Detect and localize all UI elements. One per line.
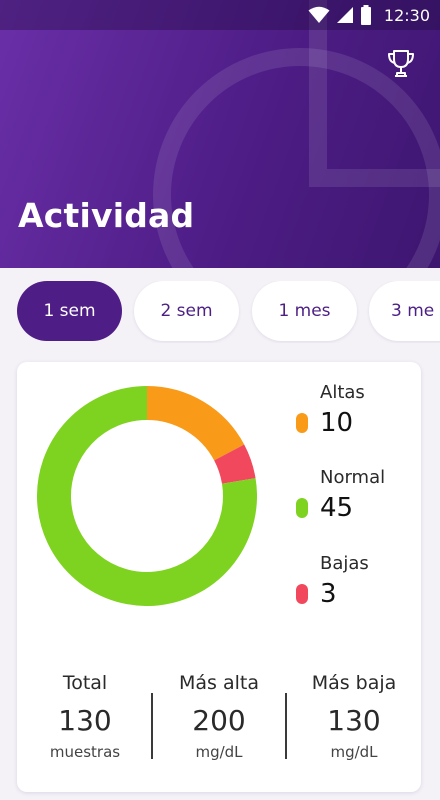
- donut-chart: [37, 386, 257, 606]
- legend-normal: Normal 45: [295, 467, 415, 537]
- stat-max-unit: mg/dL: [195, 743, 243, 761]
- period-filter: 1 sem 2 sem 1 mes 3 me: [0, 281, 440, 343]
- stat-min: Más baja 130 mg/dL: [287, 672, 421, 761]
- donut-segment-altas: [146, 386, 245, 461]
- legend-dot-altas: [296, 413, 308, 433]
- legend-value-normal: 45: [320, 493, 354, 523]
- donut-segment-bajas: [213, 444, 256, 485]
- stat-min-unit: mg/dL: [330, 743, 378, 761]
- chip-2-sem[interactable]: 2 sem: [134, 281, 239, 341]
- chip-1-mes[interactable]: 1 mes: [252, 281, 357, 341]
- chip-3-mes[interactable]: 3 me: [369, 281, 440, 341]
- stat-total: Total 130 muestras: [18, 672, 152, 761]
- header: 12:30 Actividad: [0, 0, 440, 268]
- legend-altas: Altas 10: [295, 382, 415, 452]
- stat-total-label: Total: [62, 672, 108, 694]
- stat-max: Más alta 200 mg/dL: [152, 672, 286, 761]
- header-decoration: [153, 0, 440, 268]
- stat-divider: [285, 693, 287, 759]
- legend-label-normal: Normal: [320, 467, 386, 488]
- status-time: 12:30: [383, 5, 430, 25]
- donut-segment-normal: [37, 386, 257, 606]
- stat-min-value: 130: [327, 704, 381, 737]
- trophy-icon[interactable]: [386, 48, 416, 80]
- legend-label-bajas: Bajas: [320, 553, 369, 574]
- chip-1-sem[interactable]: 1 sem: [17, 281, 122, 341]
- legend-value-bajas: 3: [320, 579, 337, 609]
- stat-divider: [151, 693, 153, 759]
- legend-bajas: Bajas 3: [295, 553, 415, 623]
- battery-icon: [360, 5, 371, 25]
- status-bar: 12:30: [0, 0, 440, 30]
- stat-max-value: 200: [192, 704, 246, 737]
- legend-dot-normal: [296, 498, 308, 518]
- signal-icon: [336, 7, 353, 23]
- legend-label-altas: Altas: [320, 382, 365, 403]
- stat-min-label: Más baja: [311, 672, 397, 694]
- wifi-icon: [308, 6, 330, 23]
- stat-total-unit: muestras: [49, 743, 121, 761]
- stat-total-value: 130: [58, 704, 112, 737]
- page-title: Actividad: [18, 196, 195, 235]
- legend-value-altas: 10: [320, 408, 354, 438]
- summary-card: Altas 10 Normal 45 Bajas 3 Total 130 mue…: [17, 362, 421, 792]
- stat-max-label: Más alta: [179, 672, 259, 694]
- legend-dot-bajas: [296, 584, 308, 604]
